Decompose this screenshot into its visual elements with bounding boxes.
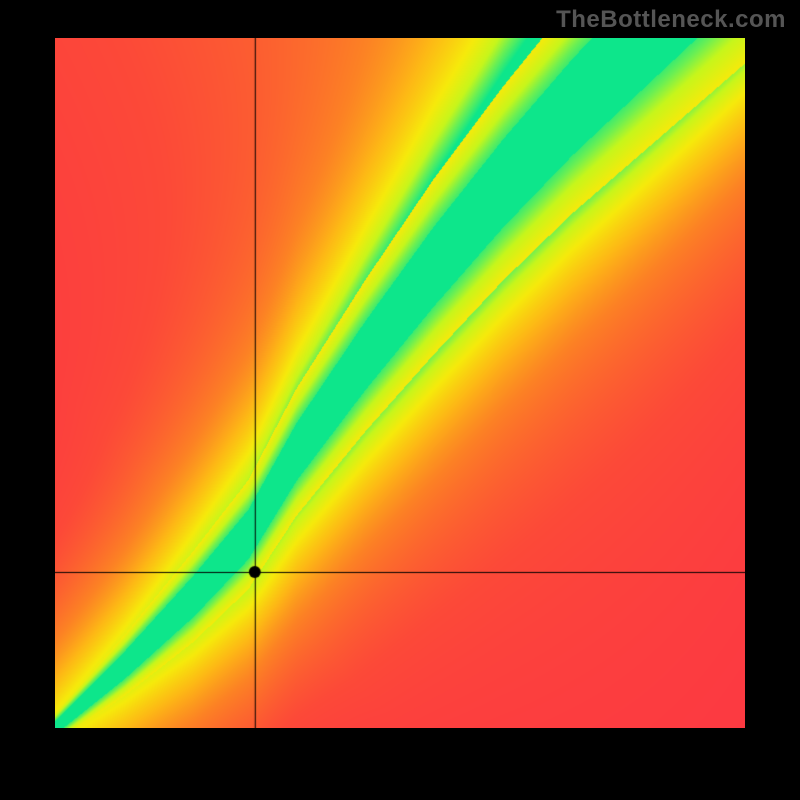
watermark-text: TheBottleneck.com	[556, 6, 786, 34]
heatmap-canvas	[55, 38, 745, 728]
heatmap-plot-area	[55, 38, 745, 728]
